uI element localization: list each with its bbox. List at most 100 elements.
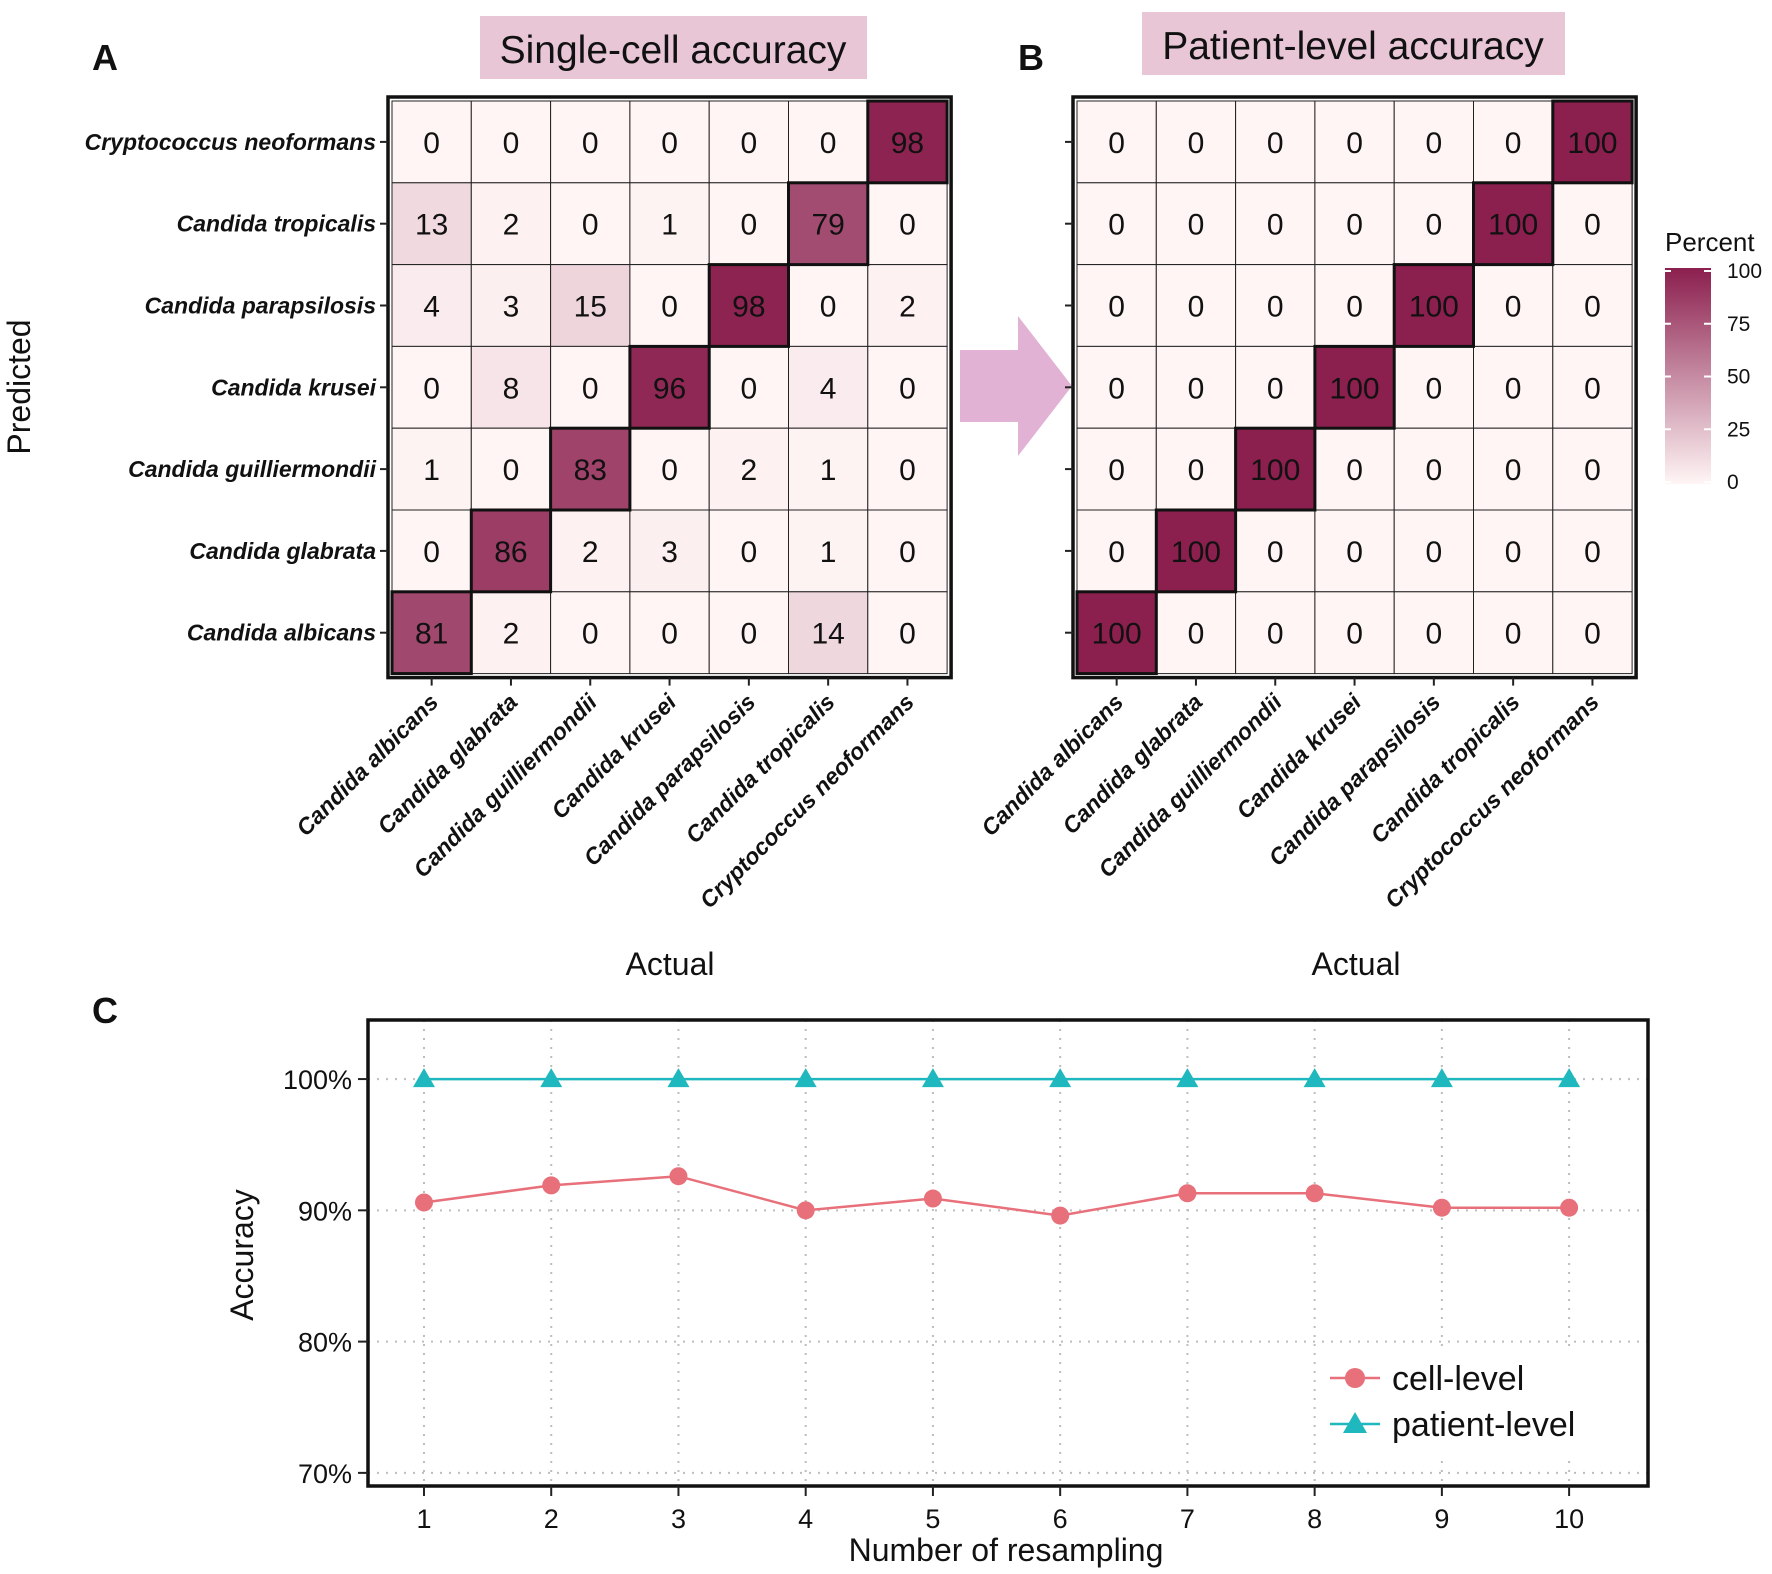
heatmap-cell-value: 0 [1188,291,1205,324]
heatmap-cell [788,427,869,511]
heatmap-highlight-box [1392,263,1475,348]
heatmap-cell-value: 1 [820,536,837,569]
legend-tick-label: 50 [1727,366,1750,389]
heatmap-cell-value: 2 [899,291,916,324]
heatmap-cell-value: 1 [423,454,440,487]
heatmap-cell-value: 2 [741,454,758,487]
heatmap-cell-value: 0 [1108,209,1125,242]
heatmap-cell [1473,264,1554,347]
heatmap-cell-value: 0 [1346,291,1363,324]
data-point-patient-level [412,1068,435,1088]
heatmap-cell [788,509,869,593]
panel-b-title-bg [1142,12,1565,75]
heatmap-patient-level: 0 0 0 0 0 0 100 0 0 0 0 0 100 0 0 0 0 0 100 0 0 0 0 0 100 0 0 0 0 0 10… [976,95,1638,913]
heatmap-cell-value: 4 [423,291,440,324]
heatmap-cell-value: 100 [1330,372,1380,405]
row-label: Candida tropicalis [177,211,376,237]
heatmap-cell [1155,345,1237,429]
heatmap-cell [867,182,948,266]
heatmap-cell-value: 96 [653,372,686,405]
data-point-patient-level [1303,1068,1326,1088]
heatmap-cell-value: 0 [1426,127,1443,160]
heatmap-cell-value: 0 [1584,291,1601,324]
heatmap-cell-value: 0 [1584,618,1601,651]
heatmap-cell-value: 0 [1505,291,1522,324]
data-point-patient-level [1176,1068,1199,1088]
heatmap-cell [1552,182,1633,266]
heatmap-cell [1235,509,1316,593]
heatmap-cell [867,427,948,511]
line-x-title: Number of resampling [849,1532,1164,1568]
heatmap-cell-value: 0 [1267,536,1284,569]
row-label: Candida glabrata [189,538,376,564]
heatmap-cell [1076,264,1157,347]
heatmap-cell [550,427,631,511]
heatmap-cell [867,509,948,593]
heatmap-cell [550,591,631,675]
line-y-title: Accuracy [224,1189,260,1321]
heatmap-cell-value: 0 [1346,618,1363,651]
heatmap-cell [1552,345,1633,429]
heatmap-cell [708,427,790,511]
color-legend: Percent 100 75 50 25 0 [1665,227,1762,494]
heatmap-cell [1235,591,1316,675]
heatmap-cell [629,264,710,347]
line-chart-frame [366,1018,1650,1488]
heatmap-highlight-box [1234,426,1317,512]
heatmap-cell-value: 0 [423,127,440,160]
heatmap-cell-value: 0 [820,127,837,160]
heatmap-cell [391,509,472,593]
column-label: Candida tropicalis [1365,689,1524,848]
heatmap-cell-value: 0 [899,209,916,242]
heatmap-cell [1155,182,1237,266]
heatmap-cell [550,182,631,266]
heatmap-cell-value: 1 [661,209,678,242]
data-point-cell-level [669,1167,688,1186]
heatmap-cell [1314,264,1395,347]
data-point-cell-level [1051,1206,1070,1225]
heatmap-b-x-title: Actual [1312,946,1401,982]
legend-title: Percent [1665,227,1755,257]
heatmap-cell [470,427,552,511]
heatmap-a-x-title: Actual [626,946,715,982]
heatmap-cell-value: 0 [661,127,678,160]
heatmap-cell-value: 0 [1188,209,1205,242]
heatmap-cell [1076,345,1157,429]
x-tick-label: 10 [1554,1504,1584,1534]
heatmap-highlight-box [1154,508,1238,594]
heatmap-cell [1076,427,1157,511]
heatmap-cell [629,591,710,675]
data-point-cell-level [1305,1184,1324,1203]
heatmap-cell [867,591,948,675]
heatmap-cell-value: 2 [582,536,599,569]
data-point-cell-level [796,1201,815,1220]
heatmap-cell [1393,591,1474,675]
heatmap-cell-value: 100 [1092,618,1142,651]
column-label: Candida albicans [976,689,1128,841]
legend-tick-label: 75 [1727,313,1750,336]
heatmap-highlight-box [1313,344,1396,430]
x-tick-label: 2 [544,1504,559,1534]
data-point-cell-level [414,1193,433,1212]
heatmap-cell-value: 0 [423,536,440,569]
heatmap-cell-value: 2 [503,209,520,242]
data-point-cell-level [542,1176,561,1195]
heatmap-cell [1235,264,1316,347]
heatmap-cell-value: 0 [1346,209,1363,242]
heatmap-cell [550,509,631,593]
heatmap-cell-value: 0 [1426,536,1443,569]
heatmap-cell-value: 0 [1188,372,1205,405]
x-tick-label: 1 [416,1504,431,1534]
heatmap-highlight-box [390,590,473,676]
heatmap-cell-value: 0 [1108,372,1125,405]
heatmap-cell [1393,509,1474,593]
heatmap-highlight-box [628,344,711,430]
heatmap-cell [1393,182,1474,266]
series-line-cell-level [423,1174,1570,1217]
heatmap-cell [1235,345,1316,429]
heatmap-cell [1393,427,1474,511]
panel-c-letter: C [92,990,118,1031]
heatmap-cell-value: 98 [732,291,765,324]
heatmap-cell [788,100,869,184]
heatmap-cell-value: 0 [1188,454,1205,487]
